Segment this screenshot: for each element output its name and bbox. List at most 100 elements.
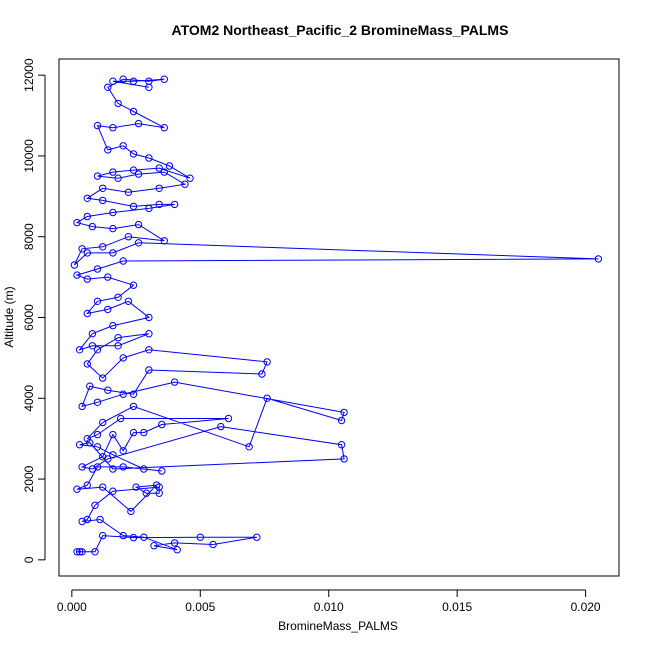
data-point — [152, 481, 161, 489]
data-point — [170, 200, 179, 209]
data-point — [83, 275, 92, 283]
data-point — [83, 249, 92, 257]
data-point — [78, 463, 86, 471]
y-tick-label: 10000 — [22, 139, 36, 173]
data-point — [70, 261, 79, 269]
data-point — [129, 107, 138, 116]
data-point — [119, 447, 127, 455]
data-point — [104, 83, 112, 92]
data-point — [73, 548, 81, 556]
data-point — [93, 463, 102, 471]
data-point — [140, 533, 148, 541]
data-point — [109, 208, 117, 217]
data-point — [88, 465, 97, 473]
data-point — [83, 309, 92, 318]
data-point — [217, 422, 225, 431]
data-point — [104, 455, 112, 463]
data-point — [78, 517, 86, 526]
data-point — [142, 489, 151, 497]
data-point — [104, 146, 112, 154]
data-point — [124, 188, 133, 197]
y-tick-label: 12000 — [22, 58, 36, 92]
data-point — [119, 142, 127, 150]
data-point — [340, 455, 348, 463]
data-point — [145, 330, 153, 338]
data-point — [86, 439, 94, 447]
data-point — [196, 533, 205, 541]
data-point — [117, 414, 125, 423]
data-point — [129, 402, 138, 411]
data-point — [93, 443, 102, 451]
data-point — [93, 430, 102, 439]
y-tick-label: 6000 — [22, 304, 36, 331]
data-point — [99, 418, 107, 427]
data-point — [337, 416, 346, 425]
data-point — [109, 465, 117, 473]
data-point — [340, 408, 348, 417]
data-point — [119, 75, 127, 83]
data-point — [114, 174, 122, 182]
data-point — [140, 428, 148, 437]
data-point — [134, 220, 143, 229]
data-point — [158, 467, 166, 475]
data-point — [114, 293, 122, 301]
data-point — [145, 366, 153, 374]
data-point — [93, 346, 102, 354]
data-point — [75, 346, 84, 354]
x-tick-label: 0.015 — [442, 600, 472, 614]
data-point — [109, 249, 117, 257]
data-point — [83, 360, 92, 368]
data-point — [209, 540, 217, 549]
data-point — [140, 465, 148, 473]
data-point — [75, 441, 84, 449]
data-point — [104, 386, 112, 394]
data-point — [119, 257, 127, 265]
data-point — [129, 77, 138, 85]
data-point — [73, 218, 81, 227]
data-point — [258, 370, 266, 378]
x-tick-label: 0.005 — [185, 600, 215, 614]
data-point — [99, 483, 107, 491]
data-point — [78, 402, 86, 411]
x-tick-label: 0.020 — [571, 600, 601, 614]
data-point — [99, 374, 107, 382]
data-point — [160, 124, 169, 132]
x-tick-label: 0.000 — [57, 600, 87, 614]
data-point — [109, 124, 117, 132]
data-point — [93, 265, 102, 273]
data-point — [145, 313, 153, 322]
y-tick-label: 8000 — [22, 223, 36, 250]
data-point — [165, 162, 174, 170]
data-point — [129, 390, 138, 398]
data-point — [83, 481, 92, 489]
data-point — [134, 170, 143, 178]
x-axis-label: BromineMass_PALMS — [278, 619, 398, 633]
data-point — [91, 501, 99, 509]
data-point — [155, 489, 163, 497]
data-point — [99, 531, 107, 540]
data-point — [129, 202, 138, 211]
data-point — [158, 420, 166, 429]
data-point — [145, 154, 153, 162]
data-point — [99, 243, 107, 251]
data-point — [99, 196, 107, 205]
data-point — [109, 321, 117, 330]
data-point — [170, 378, 179, 386]
y-axis: 0 2000 4000 6000 8000 10000 12000 — [22, 58, 46, 563]
data-point — [83, 212, 92, 221]
data-point — [109, 430, 117, 439]
data-point — [224, 414, 233, 423]
data-point — [88, 342, 97, 350]
data-point — [114, 334, 122, 342]
data-point — [186, 174, 194, 182]
data-point — [109, 77, 117, 85]
data-point — [129, 428, 138, 437]
data-point — [129, 166, 138, 174]
data-point — [155, 164, 163, 172]
data-point — [160, 75, 169, 83]
data-point — [83, 515, 92, 524]
data-point — [78, 245, 86, 253]
data-point — [160, 237, 169, 245]
chart-title: ATOM2 Northeast_Pacific_2 BromineMass_PA… — [172, 22, 509, 38]
